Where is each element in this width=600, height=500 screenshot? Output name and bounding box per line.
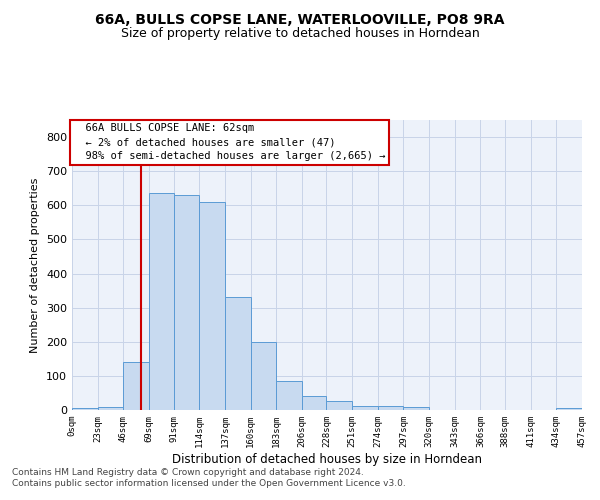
Text: Contains HM Land Registry data © Crown copyright and database right 2024.
Contai: Contains HM Land Registry data © Crown c… [12,468,406,487]
Y-axis label: Number of detached properties: Number of detached properties [31,178,40,352]
Bar [326,402,352,410]
Bar [276,381,302,410]
Text: Size of property relative to detached houses in Horndean: Size of property relative to detached ho… [121,28,479,40]
Bar [173,195,199,410]
Bar [352,406,378,410]
Bar [225,298,251,410]
Bar [556,408,582,410]
Bar [149,194,173,410]
X-axis label: Distribution of detached houses by size in Horndean: Distribution of detached houses by size … [172,452,482,466]
Bar [124,362,149,410]
Bar [403,406,429,410]
Bar [302,396,326,410]
Bar [199,202,225,410]
Bar [72,408,98,410]
Bar [98,406,124,410]
Text: 66A BULLS COPSE LANE: 62sqm
  ← 2% of detached houses are smaller (47)
  98% of : 66A BULLS COPSE LANE: 62sqm ← 2% of deta… [73,124,386,162]
Bar [251,342,276,410]
Text: 66A, BULLS COPSE LANE, WATERLOOVILLE, PO8 9RA: 66A, BULLS COPSE LANE, WATERLOOVILLE, PO… [95,12,505,26]
Bar [378,406,403,410]
